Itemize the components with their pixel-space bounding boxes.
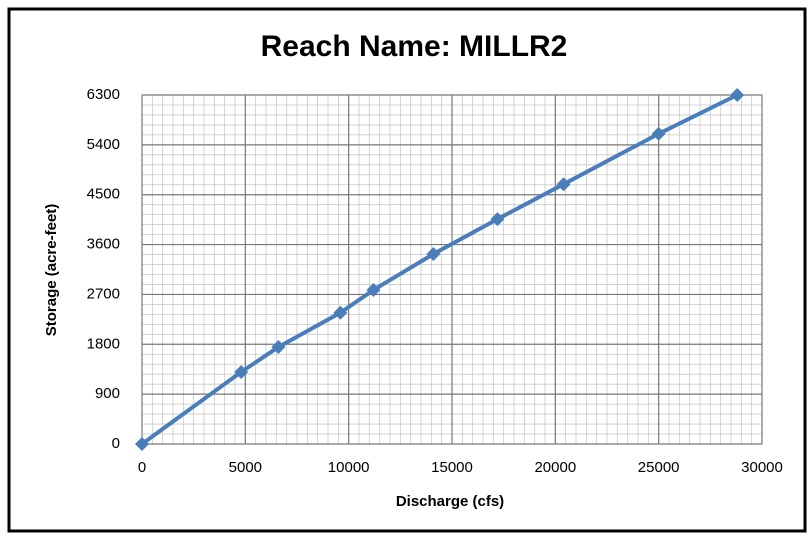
y-tick-label: 1800 <box>87 335 120 352</box>
data-line <box>140 93 739 446</box>
chart-title: Reach Name: MILLR2 <box>261 30 568 63</box>
y-tick-label: 0 <box>112 435 120 452</box>
x-tick-label: 25000 <box>638 459 680 476</box>
y-tick-label: 3600 <box>87 236 120 253</box>
y-tick-label: 5400 <box>87 136 120 153</box>
y-axis-title: Storage (acre-feet) <box>43 204 60 337</box>
x-tick-label: 5000 <box>229 459 262 476</box>
data-point <box>730 88 745 102</box>
data-point <box>333 305 348 320</box>
data-point <box>234 364 249 379</box>
y-tick-label: 900 <box>95 385 120 402</box>
data-point <box>426 246 441 261</box>
data-point <box>366 282 381 297</box>
x-tick-label: 10000 <box>328 459 370 476</box>
data-point <box>556 177 571 192</box>
x-tick-label: 15000 <box>431 459 473 476</box>
y-tick-label: 4500 <box>87 186 120 203</box>
x-axis-title: Discharge (cfs) <box>396 493 504 510</box>
x-tick-label: 20000 <box>534 459 576 476</box>
data-point <box>271 340 286 355</box>
y-tick-label: 6300 <box>87 86 120 103</box>
data-point <box>490 212 505 227</box>
data-point <box>651 126 666 141</box>
data-point <box>135 437 149 451</box>
x-tick-label: 0 <box>138 459 146 476</box>
x-tick-label: 30000 <box>741 459 783 476</box>
y-tick-label: 2700 <box>87 285 120 302</box>
